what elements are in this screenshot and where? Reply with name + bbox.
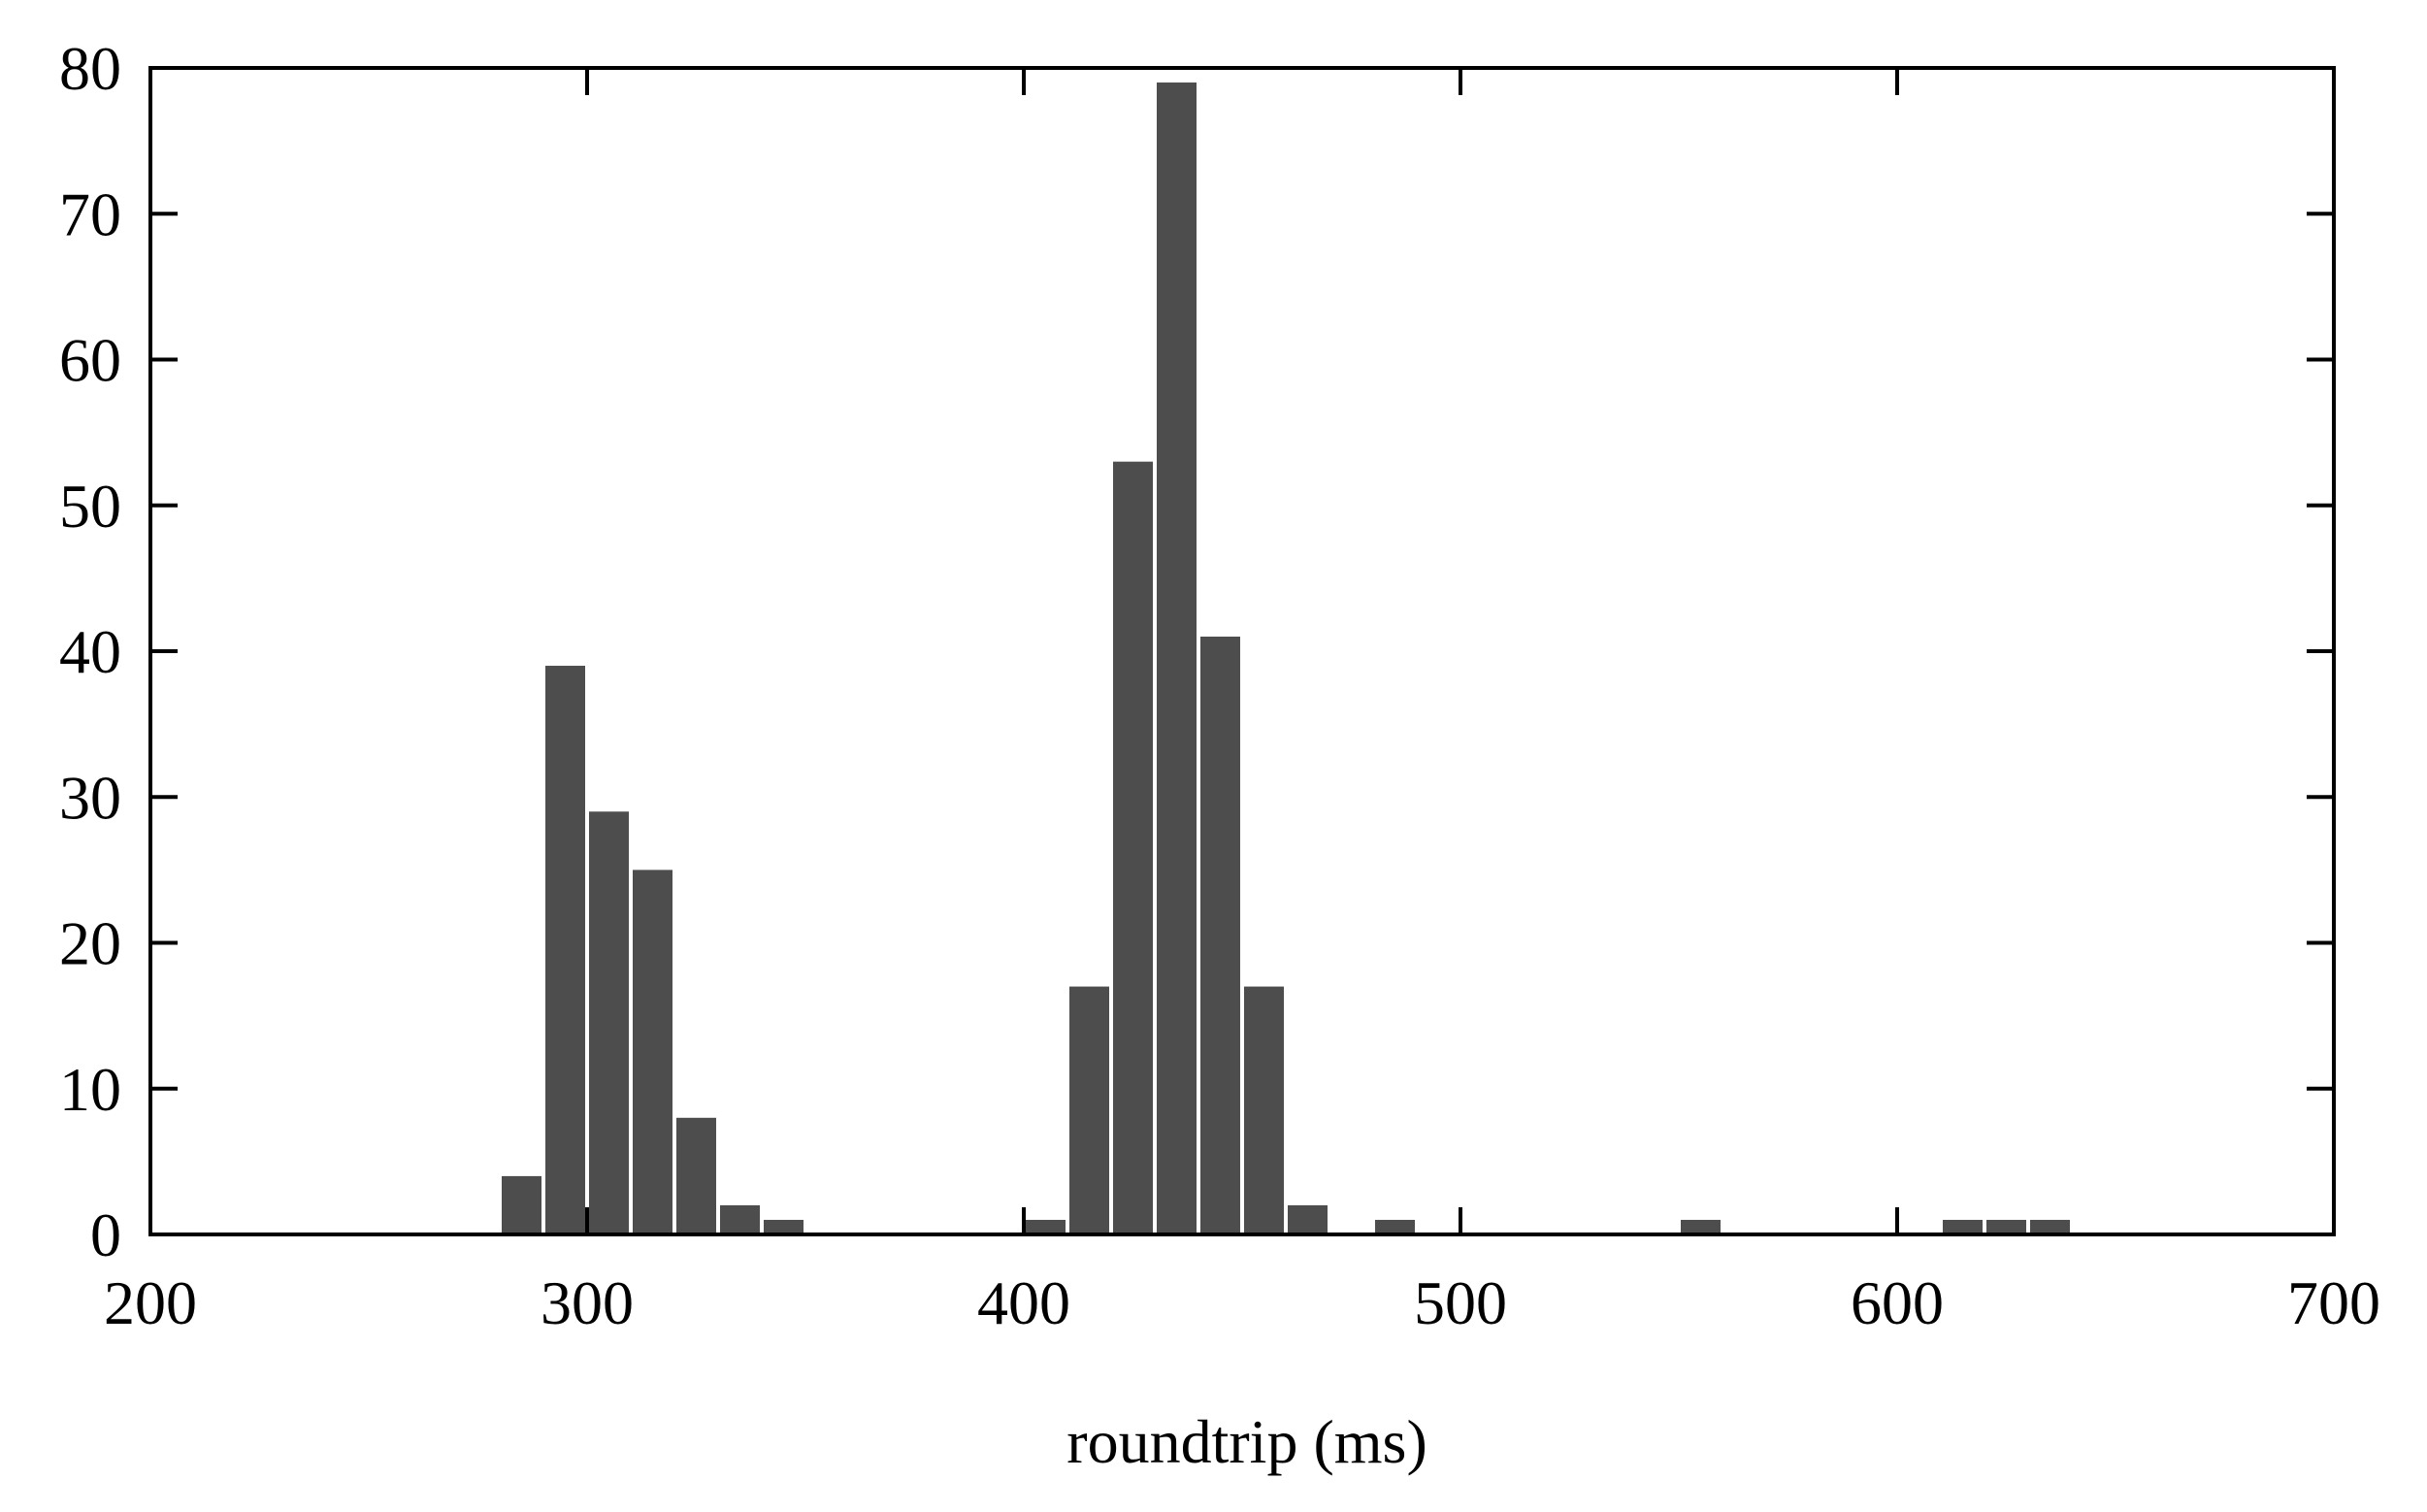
x-tick-label-400: 400 — [977, 1268, 1070, 1337]
bar-420 — [1113, 461, 1153, 1234]
x-axis-title: roundtrip (ms) — [1066, 1407, 1427, 1476]
x-tick-label-500: 500 — [1414, 1268, 1507, 1337]
bar-400 — [1026, 1219, 1066, 1234]
y-tick-label-30: 30 — [59, 763, 121, 832]
x-tick-label-700: 700 — [2287, 1268, 2380, 1337]
bar-310 — [633, 870, 672, 1234]
bar-630 — [2030, 1219, 2070, 1234]
y-tick-label-0: 0 — [90, 1200, 121, 1269]
y-tick-label-40: 40 — [59, 617, 121, 686]
bar-410 — [1069, 986, 1109, 1234]
y-tick-labels: 0 10 20 30 40 50 60 70 80 — [59, 34, 121, 1269]
y-tick-label-50: 50 — [59, 472, 121, 541]
bar-330 — [720, 1204, 760, 1234]
ticks-group — [148, 66, 2336, 1236]
bar-610 — [1943, 1219, 1983, 1234]
bar-450 — [1244, 986, 1284, 1234]
bar-430 — [1157, 82, 1197, 1234]
bar-320 — [676, 1117, 716, 1234]
bars-group — [502, 82, 2070, 1234]
bar-620 — [1986, 1219, 2026, 1234]
y-tick-label-80: 80 — [59, 34, 121, 103]
bar-550 — [1681, 1219, 1721, 1234]
y-tick-label-70: 70 — [59, 180, 121, 248]
bar-480 — [1375, 1219, 1415, 1234]
x-tick-label-600: 600 — [1851, 1268, 1944, 1337]
plot-frame — [148, 66, 2336, 1236]
bar-300 — [589, 811, 629, 1234]
y-tick-label-10: 10 — [59, 1055, 121, 1124]
bar-460 — [1288, 1204, 1328, 1234]
bar-280 — [502, 1175, 541, 1234]
x-tick-label-300: 300 — [541, 1268, 634, 1337]
bar-290 — [545, 666, 585, 1234]
bar-440 — [1200, 636, 1240, 1234]
x-tick-label-200: 200 — [104, 1268, 197, 1337]
bar-340 — [764, 1219, 804, 1234]
y-tick-label-20: 20 — [59, 909, 121, 978]
y-tick-label-60: 60 — [59, 326, 121, 395]
x-tick-labels: 200 300 400 500 600 700 — [104, 1268, 2380, 1337]
